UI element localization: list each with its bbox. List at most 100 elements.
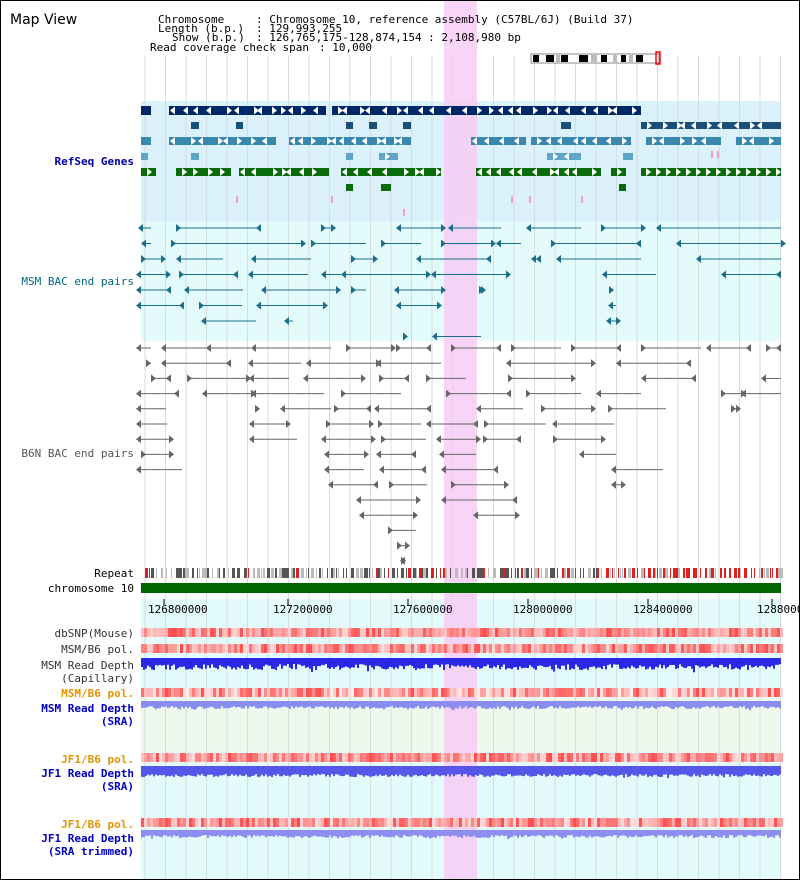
polymorphism-cell: [153, 688, 156, 697]
polymorphism-cell: [648, 628, 651, 637]
read-depth-bar: [657, 658, 659, 668]
polymorphism-cell: [495, 628, 498, 637]
read-depth-bar: [701, 701, 703, 708]
read-depth-bar: [641, 658, 643, 667]
repeat-element: [770, 568, 771, 578]
strand-arrow: [311, 137, 316, 145]
polymorphism-cell: [315, 753, 318, 762]
polymorphism-cell: [702, 628, 705, 637]
strand-arrow: [141, 450, 146, 459]
repeat-element: [408, 568, 411, 578]
strand-arrow: [499, 137, 504, 145]
polymorphism-cell: [525, 688, 528, 697]
polymorphism-cell: [750, 644, 753, 653]
read-depth-bar: [155, 766, 157, 775]
strand-arrow: [331, 137, 336, 145]
polymorphism-cell: [414, 644, 417, 653]
read-depth-bar: [373, 701, 375, 708]
repeat-element: [612, 568, 613, 578]
read-depth-bar: [631, 658, 633, 666]
polymorphism-cell: [747, 688, 750, 697]
repeat-element: [583, 568, 584, 578]
polymorphism-cell: [492, 818, 495, 827]
read-depth-bar: [541, 766, 543, 776]
read-depth-bar: [385, 766, 387, 775]
read-depth-bar: [343, 766, 345, 777]
polymorphism-cell: [774, 688, 777, 697]
polymorphism-cell: [432, 688, 435, 697]
read-depth-bar: [391, 701, 393, 707]
polymorphism-cell: [687, 818, 690, 827]
polymorphism-cell: [621, 628, 624, 637]
strand-arrow: [776, 344, 781, 352]
polymorphism-cell: [588, 688, 591, 697]
read-depth-bar: [159, 766, 161, 776]
strand-arrow: [431, 270, 436, 279]
read-depth-bar: [553, 701, 555, 709]
read-depth-bar: [309, 830, 311, 838]
read-depth-bar: [347, 658, 349, 668]
read-depth-bar: [209, 701, 211, 708]
polymorphism-cell: [699, 644, 702, 653]
read-depth-bar: [431, 658, 433, 669]
track-label-msm-bac-end-pairs: MSM BAC end pairs: [21, 275, 134, 288]
read-depth-bar: [261, 658, 263, 670]
read-depth-bar: [723, 658, 725, 668]
read-depth-bar: [181, 658, 183, 667]
read-depth-bar: [491, 766, 493, 776]
read-depth-bar: [357, 766, 359, 775]
polymorphism-cell: [669, 688, 672, 697]
strand-arrow: [249, 420, 254, 428]
read-depth-bar: [289, 701, 291, 709]
read-depth-bar: [299, 701, 301, 708]
polymorphism-cell: [690, 688, 693, 697]
polymorphism-cell: [225, 818, 228, 827]
read-depth-bar: [401, 658, 403, 667]
read-depth-bar: [489, 766, 491, 777]
strand-arrow: [552, 420, 557, 428]
read-depth-bar: [409, 701, 411, 708]
read-depth-bar: [739, 766, 741, 777]
polymorphism-cell: [417, 644, 420, 653]
read-depth-bar: [745, 830, 747, 838]
read-depth-bar: [223, 658, 225, 668]
polymorphism-cell: [288, 818, 291, 827]
read-depth-bar: [747, 830, 749, 836]
read-depth-bar: [591, 830, 593, 838]
read-depth-bar: [263, 766, 265, 777]
read-depth-bar: [767, 766, 769, 775]
polymorphism-cell: [387, 628, 390, 637]
read-depth-bar: [297, 701, 299, 708]
polymorphism-cell: [393, 753, 396, 762]
read-depth-bar: [649, 701, 651, 708]
strand-arrow: [526, 389, 531, 398]
read-depth-bar: [697, 658, 699, 666]
polymorphism-cell: [468, 628, 471, 637]
polymorphism-cell: [237, 644, 240, 653]
polymorphism-cell: [189, 628, 192, 637]
strand-arrow: [581, 106, 586, 115]
repeat-element: [253, 568, 255, 578]
strand-arrow: [616, 359, 621, 368]
read-depth-bar: [779, 658, 781, 665]
read-depth-bar: [343, 701, 345, 709]
polymorphism-cell: [279, 628, 282, 637]
read-depth-bar: [355, 701, 357, 709]
header-coverage-value: : 10,000: [319, 41, 372, 54]
read-depth-bar: [663, 701, 665, 707]
polymorphism-cell: [258, 688, 261, 697]
read-depth-bar: [513, 830, 515, 836]
read-depth-bar: [461, 701, 463, 709]
read-depth-bar: [611, 766, 613, 776]
polymorphism-cell: [381, 644, 384, 653]
read-depth-bar: [547, 658, 549, 667]
read-depth-bar: [179, 830, 181, 839]
axis-tick-label: 128000000: [513, 603, 573, 616]
read-depth-bar: [249, 830, 251, 836]
read-depth-bar: [669, 701, 671, 708]
strand-arrow: [282, 168, 287, 176]
polymorphism-cell: [336, 644, 339, 653]
polymorphism-cell: [528, 644, 531, 653]
polymorphism-cell: [765, 644, 768, 653]
